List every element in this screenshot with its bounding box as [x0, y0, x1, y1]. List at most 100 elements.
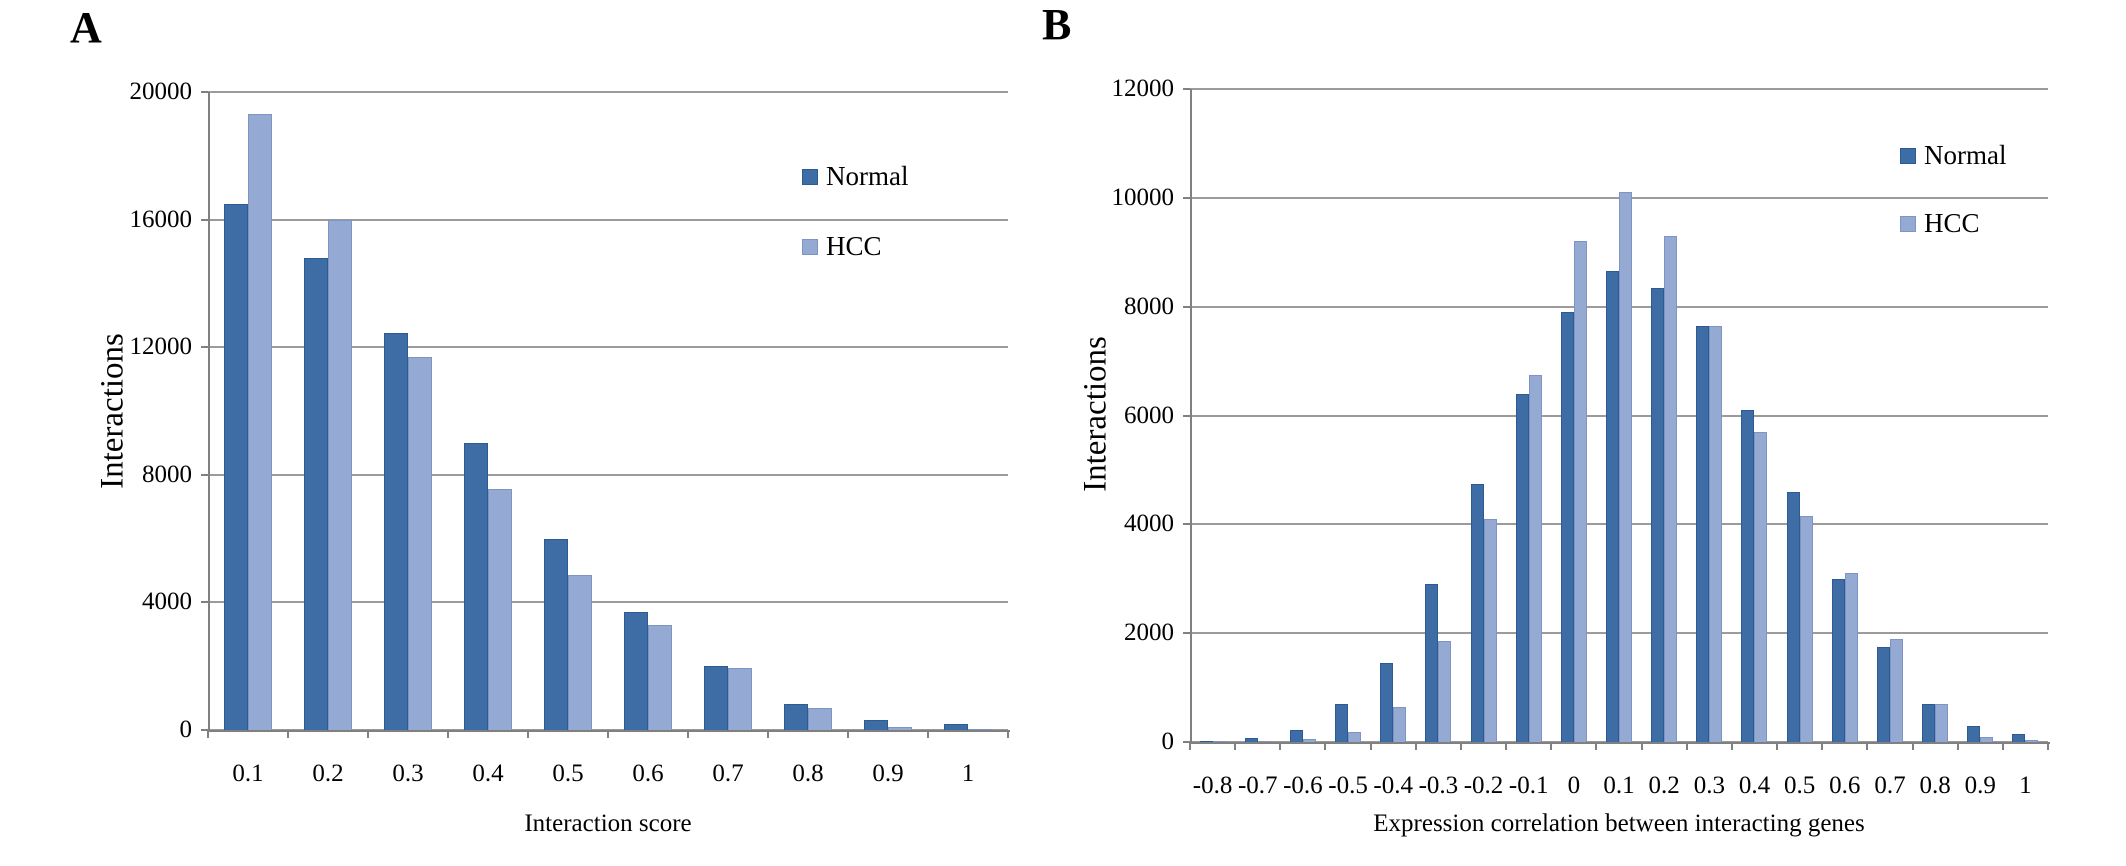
bar-hcc	[1393, 707, 1407, 742]
bar-normal	[224, 204, 248, 730]
x-axis-tick	[1730, 742, 1733, 750]
bar-hcc	[1664, 236, 1678, 742]
x-tick-label: 0.7	[1874, 772, 1906, 799]
legend-item: HCC	[1900, 210, 1980, 237]
bar-normal	[384, 333, 408, 730]
x-tick-label: -0.3	[1418, 772, 1459, 799]
bar-hcc	[728, 668, 752, 730]
legend-label: HCC	[826, 231, 882, 261]
x-axis-tick	[1776, 742, 1779, 750]
x-axis-tick	[607, 730, 609, 738]
x-tick-label: 0.8	[792, 760, 824, 787]
x-tick-label: 1	[961, 760, 975, 787]
x-axis-tick	[367, 730, 369, 738]
bar-hcc	[1619, 192, 1632, 742]
x-tick-label: -0.4	[1373, 772, 1413, 799]
bar-normal	[1651, 288, 1665, 742]
x-axis-tick	[1821, 742, 1824, 750]
x-axis-tick	[1640, 742, 1643, 750]
x-tick-label: 1	[2019, 772, 2032, 799]
gridline	[208, 91, 1008, 93]
bar-hcc	[1257, 741, 1271, 742]
x-axis-tick	[1956, 742, 1959, 750]
bar-normal	[864, 720, 888, 730]
bar-hcc	[888, 727, 912, 730]
x-tick-label: 0.3	[392, 760, 424, 787]
y-axis-tick	[1183, 632, 1190, 635]
y-axis-tick	[201, 601, 208, 604]
x-tick-label: -0.8	[1192, 772, 1233, 799]
y-tick-label: 0	[1161, 728, 1175, 755]
y-tick-label: 4000	[1124, 510, 1174, 538]
bar-normal	[1786, 492, 1800, 742]
y-tick-label: 12000	[129, 333, 193, 361]
x-axis-tick	[687, 730, 689, 738]
y-axis-tick	[201, 346, 208, 349]
y-tick-label: 8000	[1124, 292, 1174, 320]
x-axis-tick	[527, 730, 529, 738]
gridline	[208, 601, 1008, 604]
x-tick-label: -0.1	[1508, 772, 1549, 799]
x-tick-label: 0.5	[1784, 772, 1816, 799]
bar-normal	[544, 539, 568, 730]
y-tick-label: 4000	[142, 588, 192, 616]
bar-normal	[1199, 741, 1213, 742]
x-axis-tick	[1550, 742, 1553, 750]
bar-hcc	[808, 708, 832, 730]
legend-item: Normal	[802, 163, 908, 190]
gridline	[208, 346, 1008, 349]
legend-item: HCC	[802, 233, 882, 260]
y-axis-tick	[1183, 196, 1190, 199]
y-axis-tick	[201, 218, 208, 221]
x-tick-label: 0.5	[552, 760, 584, 787]
bar-hcc	[248, 114, 272, 730]
bar-normal	[1244, 738, 1258, 742]
y-tick-label: 12000	[1111, 75, 1175, 102]
x-axis-tick	[1595, 742, 1598, 750]
y-axis-tick	[1183, 305, 1190, 308]
y-axis-title: Interactions	[1077, 336, 1114, 492]
bar-hcc	[1889, 639, 1903, 742]
bar-hcc	[1844, 573, 1858, 742]
x-tick-label: 0.8	[1919, 772, 1951, 799]
y-tick-label: 10000	[1111, 183, 1175, 211]
x-tick-label: 0.6	[1829, 772, 1861, 799]
y-axis-tick	[1183, 414, 1190, 417]
bar-normal	[944, 724, 968, 730]
bar-normal	[624, 612, 648, 730]
x-axis-tick	[2047, 742, 2049, 750]
x-tick-label: 0.6	[632, 760, 664, 787]
x-axis-tick	[1911, 742, 1914, 750]
bar-normal	[704, 666, 728, 730]
bar-normal	[1606, 271, 1619, 742]
legend-label: Normal	[826, 161, 909, 191]
x-tick-label: 0.4	[472, 760, 504, 787]
bar-hcc	[1483, 519, 1497, 742]
x-axis-tick	[1324, 742, 1327, 750]
x-axis-tick	[1685, 742, 1688, 750]
bar-hcc	[2025, 740, 2039, 742]
x-axis-tick	[2001, 742, 2004, 750]
x-axis-tick	[1459, 742, 1462, 750]
x-tick-label: 0	[1567, 772, 1581, 799]
gridline	[208, 473, 1008, 476]
bar-normal	[1876, 647, 1890, 742]
x-axis-tick	[447, 730, 449, 738]
x-axis-tick	[1866, 742, 1869, 750]
bar-hcc	[1709, 326, 1723, 742]
x-axis-tick	[1369, 742, 1372, 750]
legend-swatch-hcc	[1900, 215, 1916, 232]
bar-hcc	[1573, 241, 1587, 742]
x-axis-line	[208, 730, 1010, 732]
bar-normal	[1425, 584, 1439, 742]
x-tick-label: 0.7	[712, 760, 744, 787]
bar-hcc	[648, 625, 672, 730]
legend-swatch-normal	[802, 168, 818, 185]
x-axis-line	[1190, 742, 2050, 744]
bar-normal	[1515, 394, 1529, 742]
bar-normal	[1289, 730, 1303, 742]
x-tick-label: -0.5	[1328, 772, 1368, 799]
y-tick-label: 20000	[129, 78, 193, 105]
y-axis-tick	[201, 91, 208, 93]
